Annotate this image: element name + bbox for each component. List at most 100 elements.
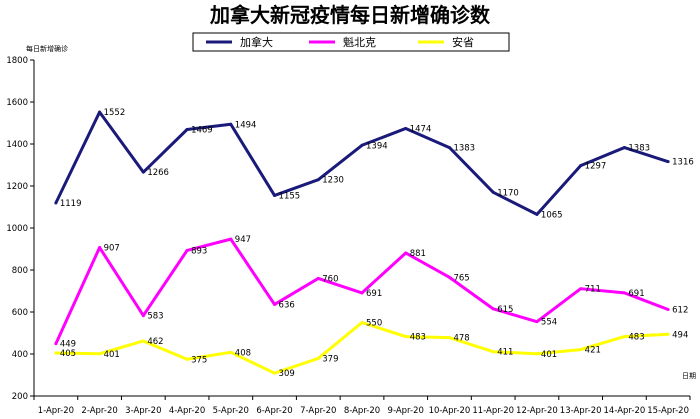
ontario-point: [54, 351, 58, 355]
quebec-data-label: 881: [410, 249, 426, 259]
canada-point: [316, 178, 320, 182]
legend-label-ontario: 安省: [452, 35, 474, 49]
ontario-point: [360, 321, 364, 324]
x-tick-label: 3-Apr-20: [125, 406, 161, 416]
quebec-data-label: 615: [497, 305, 513, 315]
y-tick-label: 1400: [6, 140, 28, 150]
x-tick-label: 8-Apr-20: [344, 406, 380, 416]
quebec-data-label: 636: [279, 300, 295, 310]
ontario-data-label: 405: [60, 349, 76, 359]
x-tick-label: 5-Apr-20: [213, 406, 249, 416]
y-tick-label: 1600: [6, 98, 28, 108]
quebec-point: [185, 248, 189, 252]
quebec-data-label: 711: [585, 285, 601, 295]
ontario-data-label: 478: [453, 334, 469, 344]
quebec-data-label: 449: [60, 340, 76, 350]
ontario-point: [491, 350, 495, 354]
legend-label-canada: 加拿大: [240, 35, 273, 49]
quebec-point: [141, 314, 145, 318]
quebec-point: [98, 246, 102, 250]
quebec-point: [535, 320, 539, 324]
quebec-point: [404, 251, 408, 255]
canada-point: [622, 146, 626, 150]
x-tick-label: 9-Apr-20: [388, 406, 424, 416]
ontario-point: [316, 356, 320, 360]
y-tick-label: 200: [12, 392, 28, 402]
ontario-data-label: 379: [322, 354, 338, 364]
quebec-data-label: 760: [322, 274, 338, 284]
quebec-data-label: 907: [104, 244, 120, 254]
quebec-data-label: 765: [453, 273, 469, 283]
ontario-point: [447, 336, 451, 340]
ontario-data-label: 550: [366, 319, 382, 329]
x-tick-label: 11-Apr-20: [472, 406, 514, 416]
chart-title: 加拿大新冠疫情每日新增确诊数: [209, 3, 491, 27]
ontario-data-label: 483: [628, 333, 644, 343]
canada-data-label: 1065: [541, 210, 563, 220]
quebec-data-label: 691: [628, 289, 644, 299]
legend-label-quebec: 魁北克: [343, 35, 376, 49]
ontario-point: [579, 348, 583, 352]
legend-box: [192, 32, 510, 52]
y-tick-label: 1200: [6, 182, 28, 192]
ontario-data-label: 494: [672, 330, 688, 340]
canada-data-label: 1469: [191, 126, 213, 136]
canada-point: [579, 164, 583, 168]
ontario-data-label: 375: [191, 355, 207, 365]
canada-point: [535, 212, 539, 216]
canada-data-label: 1552: [104, 108, 126, 118]
quebec-data-label: 893: [191, 246, 207, 256]
ontario-point: [666, 332, 670, 336]
canada-data-label: 1170: [497, 188, 519, 198]
canada-point: [54, 201, 58, 205]
y-axis-unit-label: 每日新增确诊: [26, 44, 68, 53]
canada-data-label: 1494: [235, 120, 257, 130]
legend: 加拿大 魁北克 安省: [192, 32, 510, 52]
x-tick-label: 13-Apr-20: [560, 406, 602, 416]
canada-point: [273, 193, 277, 197]
quebec-point: [273, 302, 277, 306]
ontario-point: [622, 335, 626, 339]
ontario-point: [98, 352, 102, 356]
ontario-data-label: 309: [279, 369, 295, 379]
quebec-point: [579, 287, 583, 291]
ontario-data-label: 408: [235, 348, 251, 358]
quebec-point: [622, 291, 626, 295]
ontario-point: [229, 350, 233, 354]
canada-point: [185, 128, 189, 132]
ontario-data-label: 401: [104, 350, 120, 360]
ontario-point: [185, 357, 189, 361]
canada-point: [360, 143, 364, 147]
quebec-point: [360, 291, 364, 295]
canada-point: [141, 170, 145, 174]
canada-data-label: 1474: [410, 124, 432, 134]
canada-data-label: 1316: [672, 158, 694, 168]
y-tick-label: 1000: [6, 224, 28, 234]
quebec-data-label: 554: [541, 318, 557, 328]
canada-point: [491, 190, 495, 194]
x-tick-label: 15-Apr-20: [647, 406, 689, 416]
x-tick-label: 14-Apr-20: [604, 406, 646, 416]
ontario-data-label: 411: [497, 348, 513, 358]
canada-point: [98, 110, 102, 114]
x-tick-label: 2-Apr-20: [81, 406, 117, 416]
canada-data-label: 1230: [322, 176, 344, 186]
ontario-data-label: 483: [410, 333, 426, 343]
x-tick-label: 7-Apr-20: [300, 406, 336, 416]
quebec-point: [447, 275, 451, 279]
x-tick-label: 10-Apr-20: [429, 406, 471, 416]
y-tick-label: 800: [12, 266, 28, 276]
ontario-line: [55, 321, 669, 375]
quebec-point: [54, 342, 58, 346]
ontario-data-label: 401: [541, 350, 557, 360]
quebec-point: [666, 307, 670, 311]
quebec-data-label: 947: [235, 235, 251, 245]
x-tick-label: 12-Apr-20: [516, 406, 558, 416]
canada-data-label: 1297: [585, 162, 607, 172]
canada-data-label: 1394: [366, 141, 388, 151]
ontario-point: [141, 339, 145, 343]
canada-point: [666, 160, 670, 164]
quebec-data-label: 612: [672, 305, 688, 315]
x-tick-label: 4-Apr-20: [169, 406, 205, 416]
